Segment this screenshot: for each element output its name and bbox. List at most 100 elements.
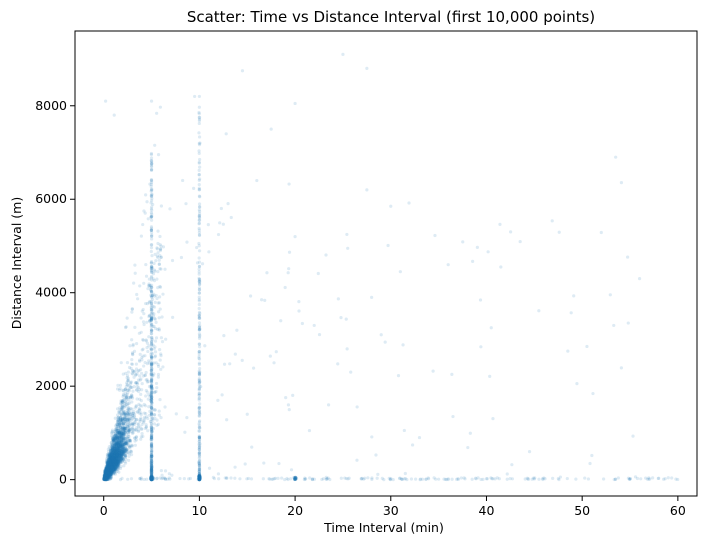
scatter-point: [114, 462, 118, 467]
scatter-point: [197, 352, 201, 356]
scatter-point: [118, 456, 122, 460]
scatter-point: [154, 381, 159, 386]
scatter-point: [115, 451, 119, 455]
scatter-point: [111, 455, 115, 459]
scatter-point: [103, 469, 107, 473]
scatter-point: [195, 261, 200, 265]
scatter-point: [268, 354, 272, 358]
scatter-point: [217, 477, 221, 481]
scatter-point: [123, 446, 127, 450]
scatter-point: [105, 472, 109, 476]
scatter-point: [240, 69, 245, 73]
scatter-point: [108, 472, 113, 477]
scatter-point: [168, 207, 172, 211]
scatter-point: [197, 411, 201, 415]
scatter-point: [120, 426, 124, 430]
scatter-point: [134, 428, 138, 432]
scatter-point: [105, 468, 109, 472]
scatter-point: [104, 469, 108, 473]
scatter-point: [118, 443, 123, 447]
scatter-point: [104, 467, 108, 471]
scatter-point: [128, 344, 132, 348]
scatter-point: [115, 456, 119, 460]
scatter-point: [113, 451, 117, 456]
scatter-point: [128, 396, 133, 400]
scatter-point: [108, 460, 112, 464]
scatter-point: [122, 421, 126, 425]
scatter-point: [116, 437, 120, 441]
scatter-point: [149, 365, 154, 369]
scatter-point: [336, 297, 340, 301]
scatter-point: [128, 445, 132, 450]
scatter-point: [297, 309, 301, 313]
scatter-point: [105, 469, 109, 473]
scatter-point: [117, 457, 121, 461]
scatter-point: [112, 449, 116, 453]
scatter-point: [108, 464, 113, 468]
scatter-point: [106, 467, 110, 471]
scatter-point: [109, 471, 113, 475]
scatter-point: [197, 161, 201, 165]
scatter-point: [157, 316, 161, 320]
scatter-point: [104, 470, 108, 474]
scatter-point: [235, 328, 239, 332]
scatter-point: [104, 472, 108, 476]
scatter-point: [112, 464, 116, 468]
scatter-point: [122, 450, 127, 454]
scatter-point: [117, 454, 122, 458]
scatter-point: [115, 431, 120, 436]
scatter-point: [110, 465, 114, 470]
scatter-point: [112, 456, 116, 460]
scatter-point: [277, 461, 281, 466]
y-tick-label: 6000: [35, 191, 67, 206]
scatter-point: [106, 472, 110, 477]
scatter-point: [107, 471, 111, 475]
scatter-point: [106, 477, 110, 482]
scatter-point: [106, 473, 110, 477]
scatter-point: [107, 465, 111, 469]
scatter-point: [104, 464, 108, 468]
scatter-point: [142, 364, 146, 368]
scatter-point: [591, 391, 595, 396]
scatter-point: [431, 369, 435, 373]
scatter-point: [113, 446, 117, 451]
scatter-point: [124, 422, 128, 426]
scatter-point: [108, 468, 112, 472]
scatter-point: [197, 362, 202, 367]
scatter-point: [108, 464, 112, 468]
scatter-point: [105, 475, 109, 479]
scatter-point: [131, 425, 135, 430]
scatter-point: [106, 471, 110, 475]
scatter-point: [104, 476, 108, 481]
scatter-point: [149, 466, 154, 470]
scatter-point: [105, 475, 109, 479]
scatter-point: [109, 468, 113, 472]
scatter-point: [120, 434, 124, 438]
scatter-point: [105, 461, 109, 465]
scatter-point: [114, 460, 119, 464]
scatter-point: [108, 461, 112, 465]
scatter-point: [109, 462, 113, 467]
scatter-point: [107, 454, 112, 459]
scatter-point: [116, 448, 120, 452]
scatter-point: [155, 477, 159, 481]
scatter-point: [108, 462, 113, 467]
scatter-point: [105, 472, 109, 476]
scatter-point: [103, 473, 107, 478]
scatter-point: [112, 445, 116, 449]
scatter-point: [119, 428, 123, 433]
scatter-point: [112, 463, 116, 468]
scatter-point: [113, 446, 117, 450]
scatter-point: [104, 472, 108, 476]
scatter-point: [109, 455, 113, 460]
scatter-point: [108, 462, 112, 466]
scatter-point: [105, 463, 109, 467]
scatter-point: [114, 459, 118, 463]
scatter-point: [112, 455, 116, 459]
scatter-point: [108, 470, 112, 474]
scatter-point: [109, 461, 113, 466]
scatter-point: [114, 459, 118, 463]
scatter-point: [122, 433, 126, 437]
scatter-point: [105, 470, 109, 475]
scatter-point: [110, 455, 114, 460]
